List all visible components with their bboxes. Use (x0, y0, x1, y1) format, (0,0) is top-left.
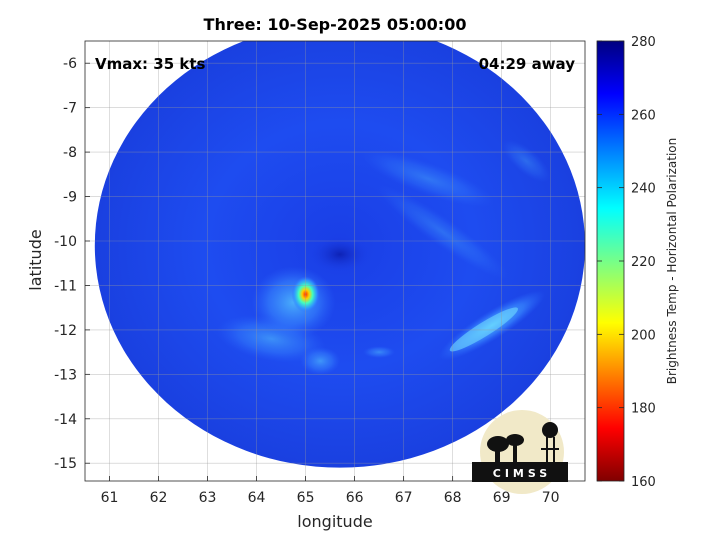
x-tick-label: 70 (542, 490, 560, 506)
logo-text: CIMSS (493, 467, 551, 480)
x-tick-label: 62 (150, 490, 168, 506)
cloud-band (362, 150, 495, 208)
cimss-logo: CIMSS (472, 410, 568, 494)
x-tick-label: 65 (297, 490, 315, 506)
y-axis-label: latitude (26, 229, 45, 290)
colorbar-tick-label: 180 (631, 402, 656, 417)
vmax-annotation: Vmax: 35 kts (95, 55, 205, 73)
x-axis-label: longitude (297, 512, 372, 531)
y-tick-label: -10 (54, 234, 77, 250)
time-away-annotation: 04:29 away (479, 55, 576, 73)
y-tick-label: -15 (54, 456, 77, 472)
y-tick-label: -13 (54, 367, 77, 383)
y-tick-label: -14 (54, 412, 77, 428)
cloud-band (501, 139, 551, 183)
colorbar-tick-label: 200 (631, 328, 656, 343)
chart-title: Three: 10-Sep-2025 05:00:00 (204, 15, 467, 34)
colorbar: 160 180 200 220 240 260 280 (596, 35, 656, 490)
y-tick-label: -12 (54, 323, 77, 339)
convective-band-core (449, 307, 518, 352)
y-tick-label: -11 (54, 278, 77, 294)
y-tick-label: -6 (63, 56, 77, 72)
y-tick-label: -7 (63, 101, 77, 117)
colorbar-tick-label: 160 (631, 475, 656, 490)
cloud-band (300, 347, 341, 375)
x-tick-label: 64 (248, 490, 266, 506)
x-tick-label: 61 (101, 490, 119, 506)
cloud-band (376, 184, 509, 280)
colorbar-label: Brightness Temp - Horizontal Polarizatio… (665, 138, 679, 385)
colorbar-tick-label: 220 (631, 255, 656, 270)
grid (84, 40, 586, 482)
x-tick-label: 67 (395, 490, 413, 506)
x-tick-label: 66 (346, 490, 364, 506)
storm-center (309, 236, 370, 273)
x-tick-label: 63 (199, 490, 217, 506)
y-ticks: -6 -7 -8 -9 -10 -11 -12 -13 -14 -15 (54, 56, 77, 472)
x-tick-label: 69 (493, 490, 511, 506)
y-tick-label: -9 (63, 190, 77, 206)
axes-frame (84, 40, 586, 482)
cloud-band (363, 346, 396, 359)
colorbar-tick-label: 240 (631, 182, 656, 197)
colorbar-tick-label: 280 (631, 35, 656, 50)
colorbar-tick-label: 260 (631, 108, 656, 123)
x-ticks: 61 62 63 64 65 66 67 68 69 70 (101, 490, 560, 506)
y-tick-label: -8 (63, 145, 77, 161)
x-tick-label: 68 (444, 490, 462, 506)
